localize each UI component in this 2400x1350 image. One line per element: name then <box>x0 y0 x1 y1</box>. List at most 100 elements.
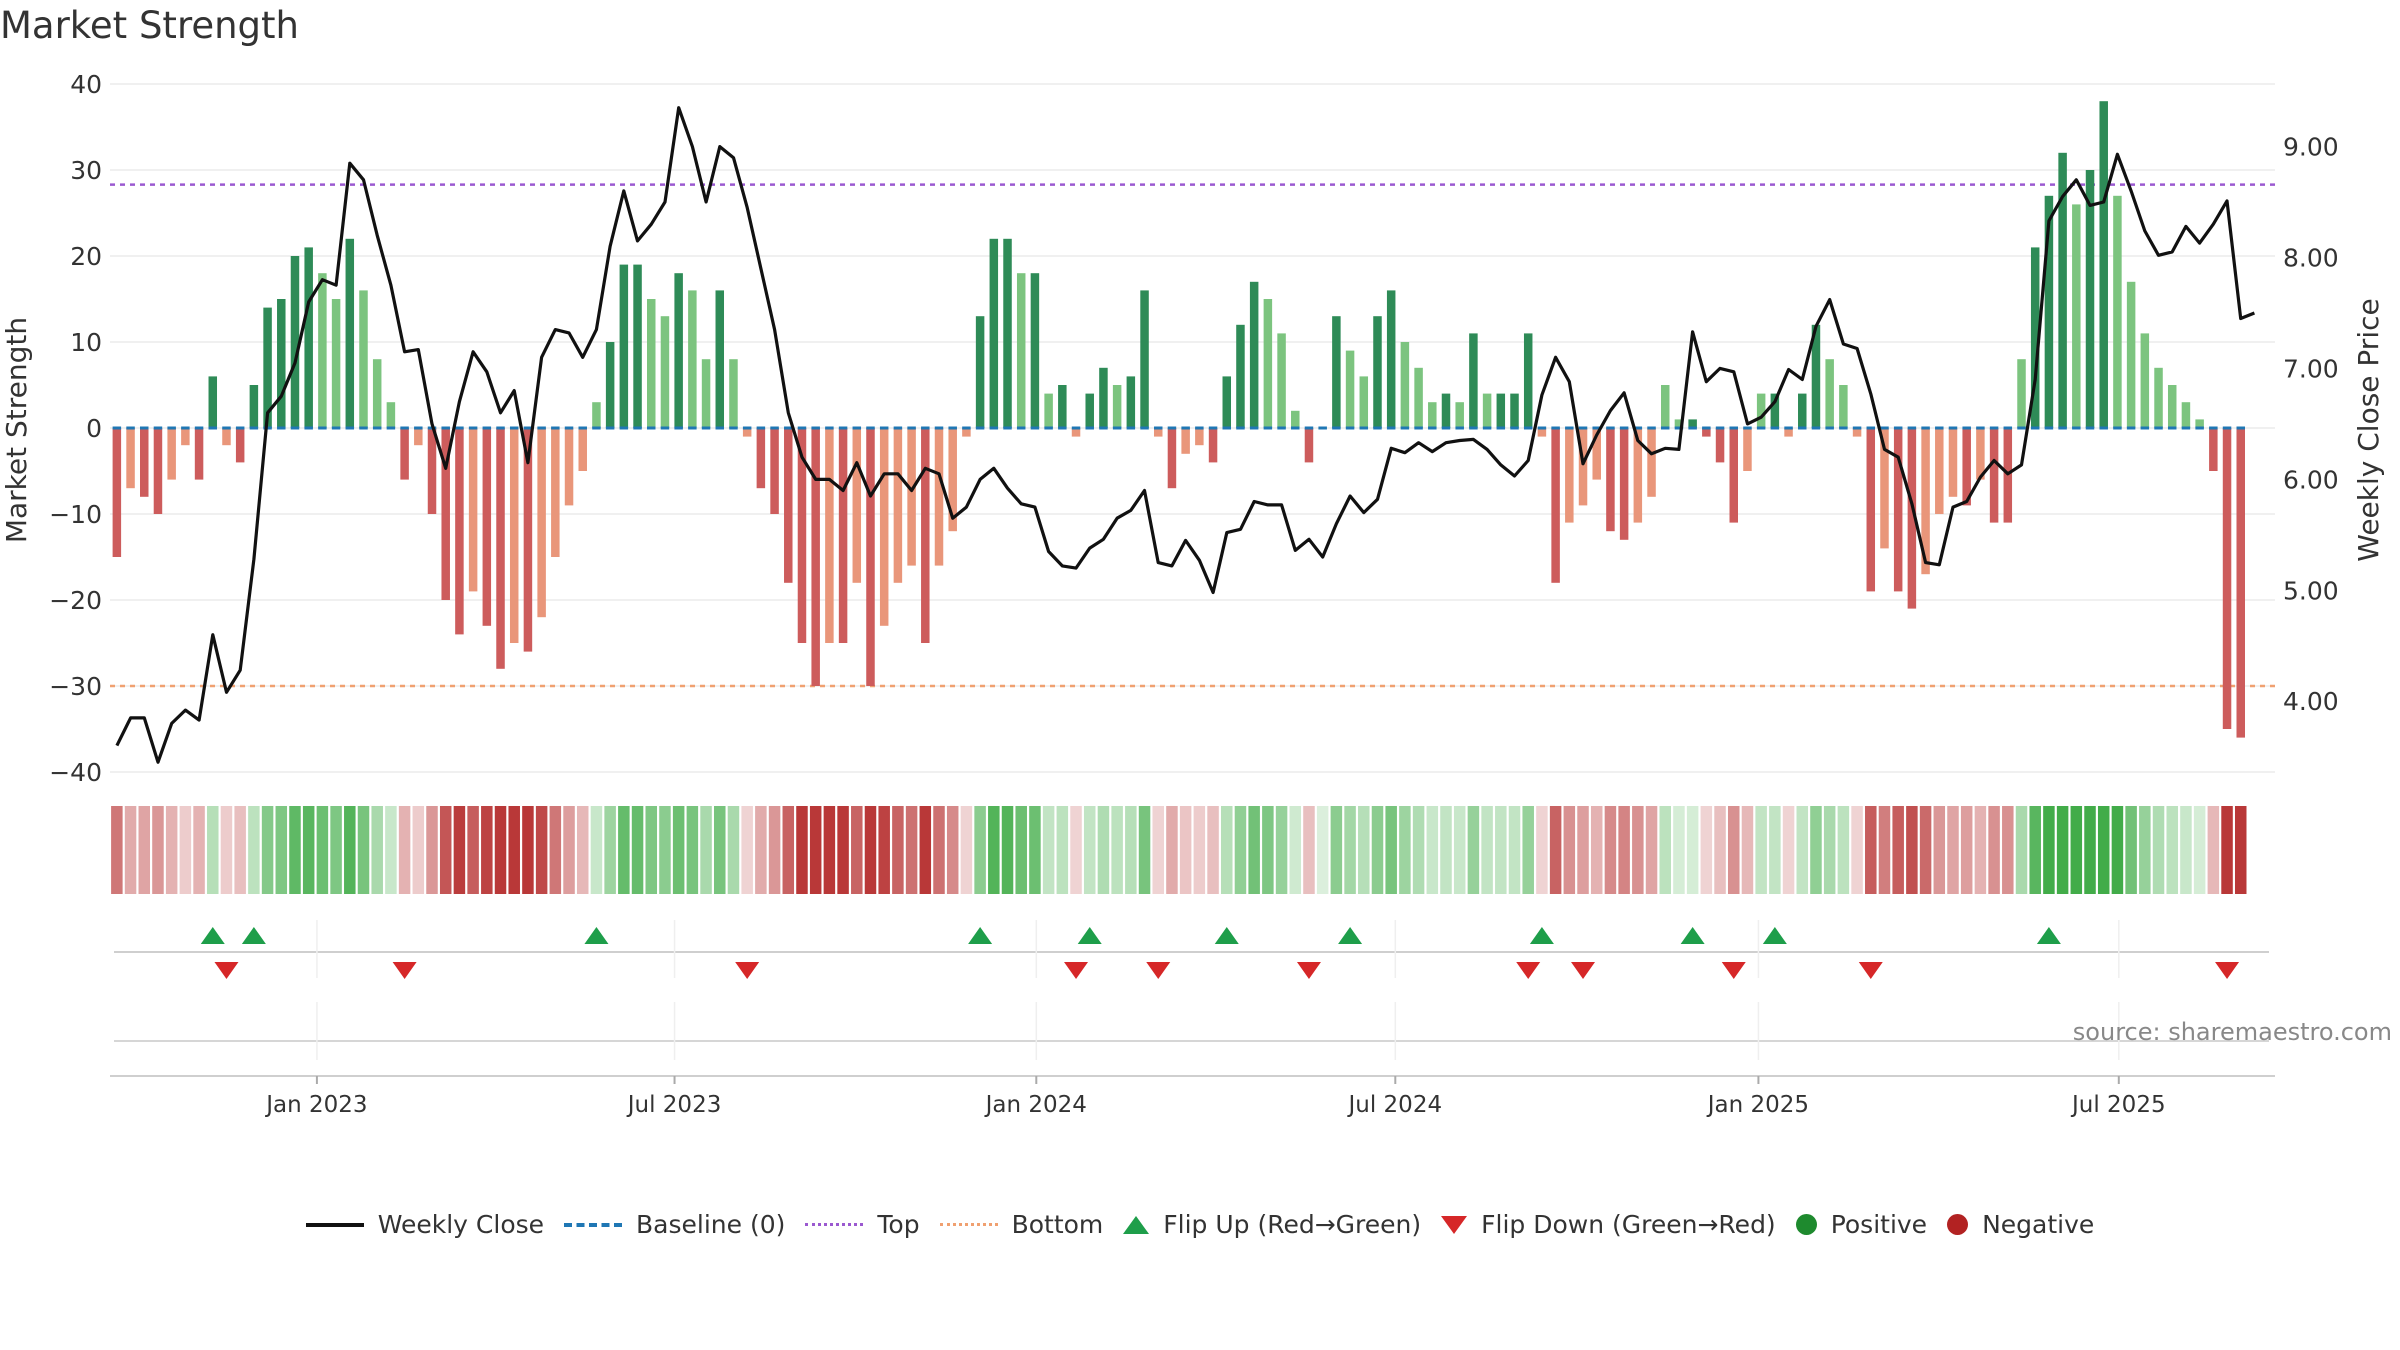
strength-bar <box>1674 419 1684 428</box>
legend-label: Baseline (0) <box>636 1210 786 1239</box>
heat-cell <box>302 806 315 894</box>
strength-bar <box>756 428 766 489</box>
strength-bar <box>2085 170 2095 428</box>
heat-cell <box>768 806 781 894</box>
heat-cell <box>590 806 603 894</box>
strength-bar <box>989 238 999 428</box>
strength-bar <box>1811 324 1821 428</box>
strength-bar <box>1523 333 1533 428</box>
strength-bar <box>1784 428 1793 437</box>
threshold-lines <box>110 183 2275 688</box>
strength-bar <box>1976 428 1985 480</box>
heat-cell <box>1933 806 1946 894</box>
heat-cell <box>1495 806 1507 894</box>
flip-up-marker <box>1529 927 1554 944</box>
strength-bar <box>441 428 450 600</box>
heat-cell <box>700 806 712 894</box>
strength-bar <box>1400 342 1410 428</box>
strength-bar <box>2167 385 2177 428</box>
line-swatch-icon <box>305 1222 364 1227</box>
legend-item-positive: Positive <box>1795 1210 1927 1239</box>
strength-bar <box>1702 428 1711 437</box>
heat-cell <box>851 806 863 894</box>
heat-cell <box>1878 806 1891 894</box>
dashed-line-icon <box>564 1222 623 1227</box>
heat-cell <box>686 806 699 894</box>
heat-cell <box>878 806 890 894</box>
heat-cell <box>1440 806 1452 894</box>
strength-bar <box>688 290 697 428</box>
strength-bar <box>1592 428 1601 480</box>
y-axis-ticks: 40 30 20 10 0 −10 −20 −30 −40 <box>49 70 102 787</box>
legend-item-negative: Negative <box>1947 1210 2094 1239</box>
strength-bar <box>1441 393 1451 428</box>
heat-cell <box>576 806 589 894</box>
strength-bar <box>496 428 505 669</box>
strength-bar <box>345 238 355 428</box>
strength-bar <box>167 428 176 480</box>
strength-bar <box>1935 428 1944 514</box>
heat-cell <box>481 806 493 894</box>
strength-bar <box>1962 428 1971 506</box>
strength-heat-strip <box>111 806 2247 894</box>
y-axis-label: Market Strength <box>0 317 33 543</box>
y2-tick-label: 5.00 <box>2283 576 2339 605</box>
heat-cell <box>1604 806 1617 894</box>
strength-bar <box>975 316 985 428</box>
x-tick-label: Jul 2025 <box>2070 1092 2166 1118</box>
strength-bar <box>304 247 313 428</box>
heat-cell <box>1152 806 1164 894</box>
heat-cell <box>905 806 918 894</box>
triangle-down-icon <box>1441 1215 1468 1234</box>
heat-cell <box>2002 806 2014 894</box>
heat-cell <box>1070 806 1082 894</box>
y2-tick-label: 8.00 <box>2283 243 2339 272</box>
heat-cell <box>289 806 301 894</box>
strength-bar <box>140 428 149 497</box>
strength-bar <box>770 428 779 514</box>
heat-cell <box>796 806 808 894</box>
source-note: source: sharemaestro.com <box>2072 1018 2392 1046</box>
y-tick-label: 30 <box>70 156 102 185</box>
heat-cell <box>1056 806 1069 894</box>
flip-markers-panel <box>114 927 2269 979</box>
strength-bar <box>1469 333 1478 428</box>
heat-cell <box>1960 806 1973 894</box>
heat-cell <box>2111 806 2124 894</box>
flip-down-marker <box>1064 962 1089 979</box>
strength-bar <box>1345 350 1355 428</box>
heat-cell <box>1865 806 1877 894</box>
strength-bar <box>537 428 546 618</box>
strength-bar <box>1551 428 1560 583</box>
flip-down-marker <box>1296 962 1321 979</box>
strength-bar <box>1989 428 1999 523</box>
triangle-up-icon <box>1123 1215 1150 1234</box>
strength-bar <box>1743 428 1752 471</box>
strength-bar <box>400 428 409 480</box>
heat-cell <box>1358 806 1370 894</box>
strength-bar <box>893 428 903 583</box>
strength-bar <box>564 428 574 506</box>
strength-bar <box>838 428 848 643</box>
heat-cell <box>988 806 1000 894</box>
heat-cell <box>727 806 740 894</box>
strength-bar <box>1003 238 1012 428</box>
heat-cell <box>1522 806 1534 894</box>
strength-bar <box>701 359 711 428</box>
strength-bar <box>318 273 327 428</box>
legend-label: Flip Up (Red→Green) <box>1163 1210 1422 1239</box>
heat-cell <box>645 806 658 894</box>
strength-bar <box>633 264 642 428</box>
strength-bar <box>427 428 437 514</box>
strength-bar <box>578 428 587 471</box>
strength-bar <box>1619 428 1629 540</box>
strength-bar <box>1058 385 1067 428</box>
heat-cell <box>563 806 575 894</box>
y2-axis-ticks: 9.00 8.00 7.00 6.00 5.00 4.00 <box>2283 133 2339 717</box>
strength-bar <box>1688 419 1697 428</box>
strength-bar <box>674 273 683 428</box>
heat-cell <box>2180 806 2192 894</box>
heat-cell <box>1207 806 1219 894</box>
strength-bar <box>222 428 231 446</box>
heat-cell <box>1823 806 1836 894</box>
